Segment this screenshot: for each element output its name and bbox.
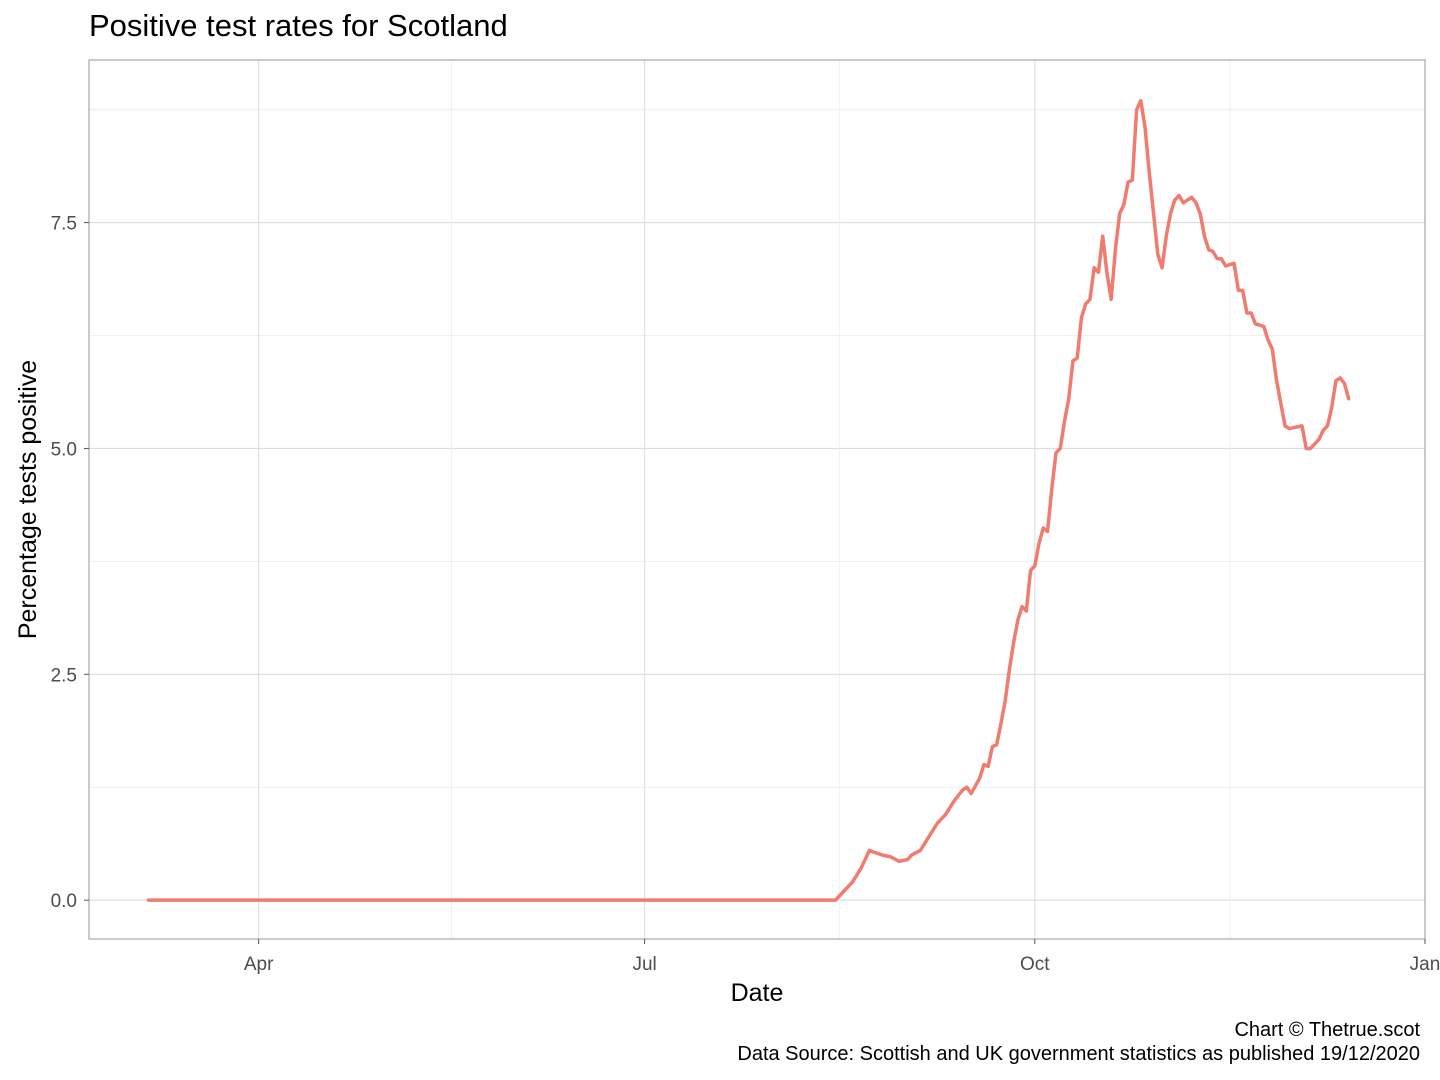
tick-labels: 0.0 2.5 5.0 7.5 Apr Jul Oct Jan: [51, 214, 1440, 975]
y-tick-label: 2.5: [51, 665, 77, 686]
x-axis-title: Date: [731, 979, 784, 1007]
y-tick-label: 5.0: [51, 439, 77, 460]
x-tick-label: Jan: [1410, 954, 1440, 975]
panel-border: [88, 59, 1426, 940]
axis-ticks: [84, 222, 1426, 944]
grid-lines: [89, 60, 1426, 939]
chart-credit: Chart © Thetrue.scot: [1234, 1019, 1420, 1041]
x-tick-label: Jul: [632, 954, 656, 975]
x-tick-label: Oct: [1020, 954, 1050, 975]
x-tick-label: Apr: [244, 954, 274, 975]
y-axis-title: Percentage tests positive: [14, 360, 42, 639]
series-line: [146, 98, 1351, 902]
data-source: Data Source: Scottish and UK government …: [737, 1043, 1420, 1065]
y-tick-label: 0.0: [51, 891, 77, 912]
y-tick-label: 7.5: [51, 214, 77, 235]
chart-title: Positive test rates for Scotland: [89, 8, 508, 43]
